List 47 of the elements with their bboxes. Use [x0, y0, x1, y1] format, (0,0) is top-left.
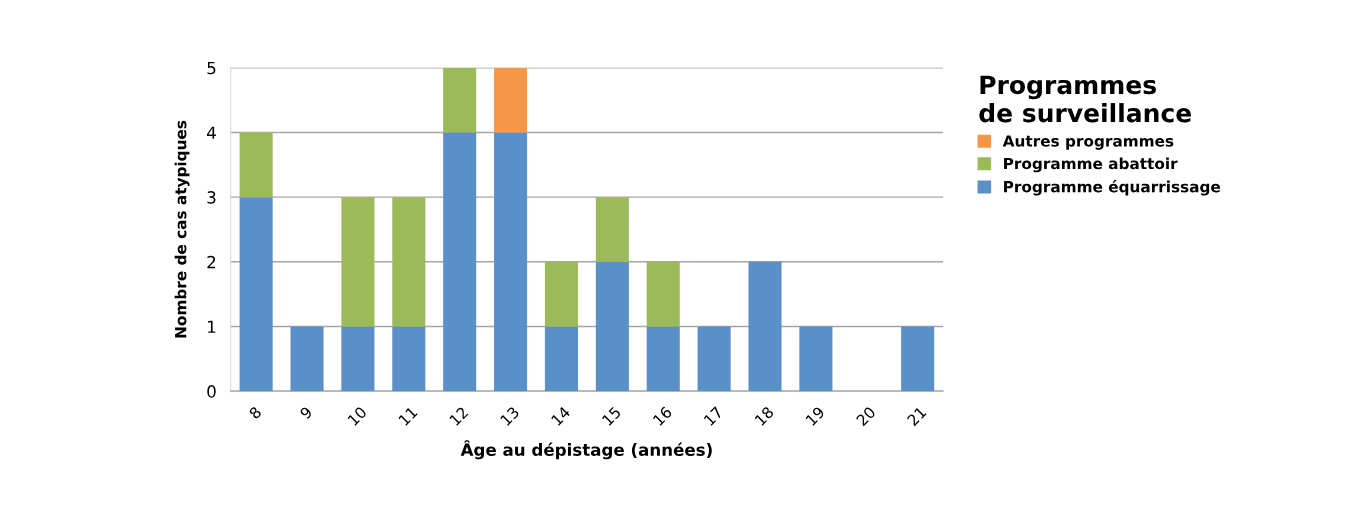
legend-title: Programmes de surveillance: [979, 75, 1191, 123]
bar: [239, 197, 273, 392]
x-axis-title: Âge au dépistage (années): [460, 440, 712, 460]
bar: [443, 67, 477, 133]
bar: [799, 326, 833, 392]
y-tick-label: 2: [207, 255, 216, 269]
legend-label: Programme équarrissage: [1004, 180, 1221, 196]
x-tick-label: 21: [906, 406, 927, 427]
bar: [595, 197, 629, 262]
y-axis-title: Nombre de cas atypiques: [174, 120, 190, 338]
x-tick-label: 11: [398, 406, 418, 426]
x-tick-label: 13: [499, 406, 520, 426]
bar: [341, 326, 375, 392]
x-tick-label: 15: [601, 406, 622, 426]
bar: [239, 132, 273, 198]
x-tick-label: 19: [805, 405, 826, 426]
x-tick-label: 20: [855, 405, 877, 427]
bar: [697, 326, 731, 392]
bar: [544, 326, 578, 392]
y-tick-label: 4: [207, 126, 216, 139]
bar: [341, 197, 375, 327]
x-tick-label: 18: [754, 405, 775, 426]
x-tick-label: 17: [703, 406, 724, 426]
bar: [290, 326, 324, 392]
bar: [392, 326, 426, 392]
bar: [392, 197, 426, 327]
y-tick-label: 0: [207, 385, 216, 398]
bar: [646, 326, 680, 392]
bar: [443, 132, 477, 392]
y-tick-label: 5: [207, 61, 216, 75]
bar: [494, 132, 528, 392]
x-tick-label: 8: [248, 405, 262, 420]
legend-label: Autres programmes: [1002, 135, 1174, 150]
bar: [646, 261, 680, 327]
y-tick-label: 1: [208, 320, 216, 333]
x-tick-label: 14: [550, 405, 571, 426]
bar: [595, 261, 629, 392]
x-tick-label: 16: [652, 405, 673, 426]
bar: [544, 261, 578, 327]
x-tick-label: 12: [448, 406, 469, 426]
x-tick-label: 10: [347, 405, 368, 426]
bar: [748, 261, 782, 392]
x-tick-label: 9: [299, 405, 313, 420]
bar: [901, 326, 935, 392]
legend-label: Programme abattoir: [1004, 157, 1178, 173]
bar: [494, 67, 528, 133]
y-tick-label: 3: [207, 191, 216, 204]
